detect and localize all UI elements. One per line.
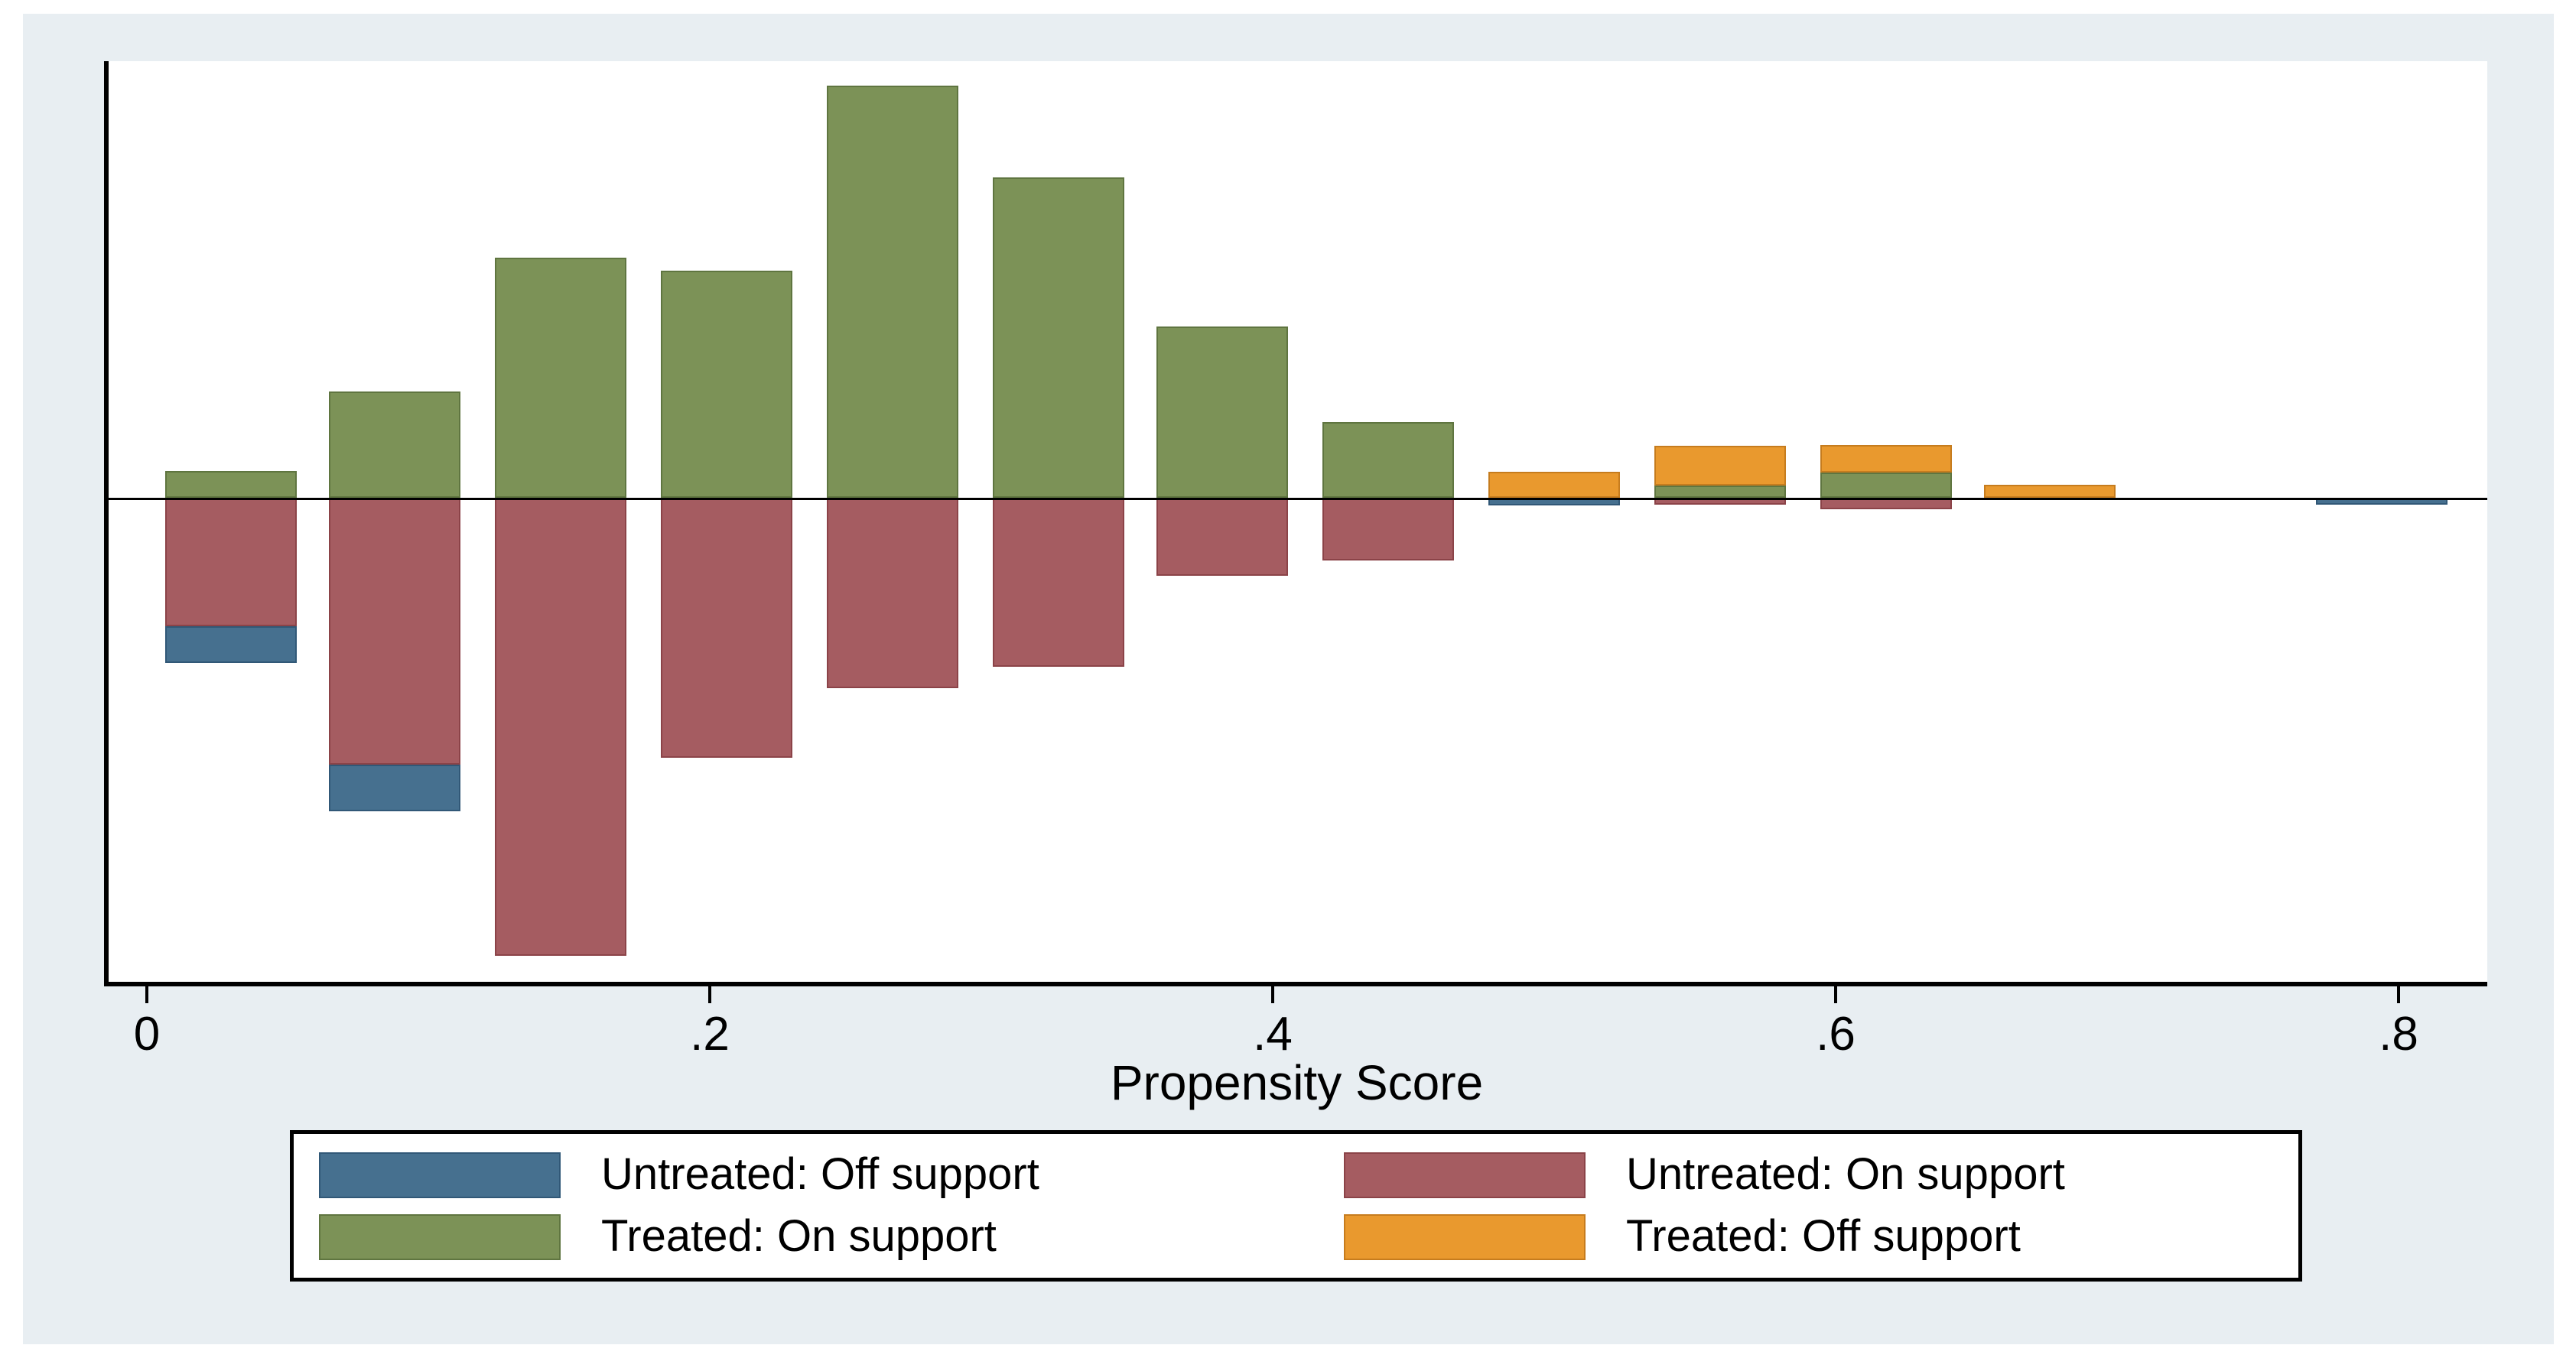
bar-segment-treated-on: [1820, 473, 1952, 498]
x-tick: [1834, 986, 1837, 1003]
zero-baseline: [106, 498, 2487, 500]
bar-segment-treated-on: [165, 471, 297, 498]
x-tick: [145, 986, 148, 1003]
x-tick: [708, 986, 711, 1003]
bar-segment-treated-off: [1984, 485, 2116, 498]
x-tick-label: .8: [2379, 1008, 2418, 1061]
x-axis-line: [104, 982, 2487, 986]
legend-item-label: Untreated: Off support: [601, 1149, 1039, 1199]
x-axis-title: Propensity Score: [1110, 1055, 1484, 1110]
bar-segment-untreated-on: [495, 498, 626, 956]
bar-segment-treated-on: [1156, 327, 1288, 498]
bar-segment-untreated-on: [165, 498, 297, 626]
x-tick-label: .4: [1253, 1008, 1293, 1061]
bar-segment-untreated-off: [329, 765, 460, 811]
bar-segment-treated-off: [1654, 446, 1786, 486]
treated-off-support-swatch: [1344, 1214, 1586, 1260]
bar-segment-untreated-on: [1156, 498, 1288, 576]
bar-segment-untreated-on: [329, 498, 460, 765]
untreated-on-support-swatch: [1344, 1152, 1586, 1198]
bar-segment-untreated-on: [993, 498, 1124, 667]
bar-segment-untreated-on: [827, 498, 958, 688]
bar-segment-treated-on: [1322, 422, 1454, 498]
x-tick: [2397, 986, 2400, 1003]
untreated-off-support-swatch: [319, 1152, 561, 1198]
bar-segment-untreated-off: [165, 626, 297, 663]
legend-item-label: Treated: Off support: [1626, 1211, 2021, 1261]
bar-segment-treated-on: [329, 391, 460, 498]
legend-item-label: Treated: On support: [601, 1211, 997, 1261]
x-tick-label: .6: [1816, 1008, 1856, 1061]
y-axis-line: [104, 61, 109, 986]
bar-segment-treated-off: [1820, 445, 1952, 473]
legend-item-label: Untreated: On support: [1626, 1149, 2065, 1199]
plot-area: [106, 61, 2487, 982]
bar-segment-treated-on: [661, 271, 792, 498]
bar-segment-treated-on: [495, 258, 626, 498]
x-tick-label: .2: [690, 1008, 730, 1061]
bar-segment-treated-on: [1654, 486, 1786, 498]
x-tick: [1271, 986, 1274, 1003]
bar-segment-untreated-on: [1322, 498, 1454, 560]
bar-segment-treated-off: [1488, 472, 1620, 498]
bar-segment-treated-on: [827, 86, 958, 498]
bar-segment-treated-on: [993, 177, 1124, 498]
x-tick-label: 0: [133, 1008, 161, 1061]
bar-segment-untreated-on: [661, 498, 792, 758]
treated-on-support-swatch: [319, 1214, 561, 1260]
legend: Untreated: Off support Untreated: On sup…: [290, 1130, 2302, 1282]
